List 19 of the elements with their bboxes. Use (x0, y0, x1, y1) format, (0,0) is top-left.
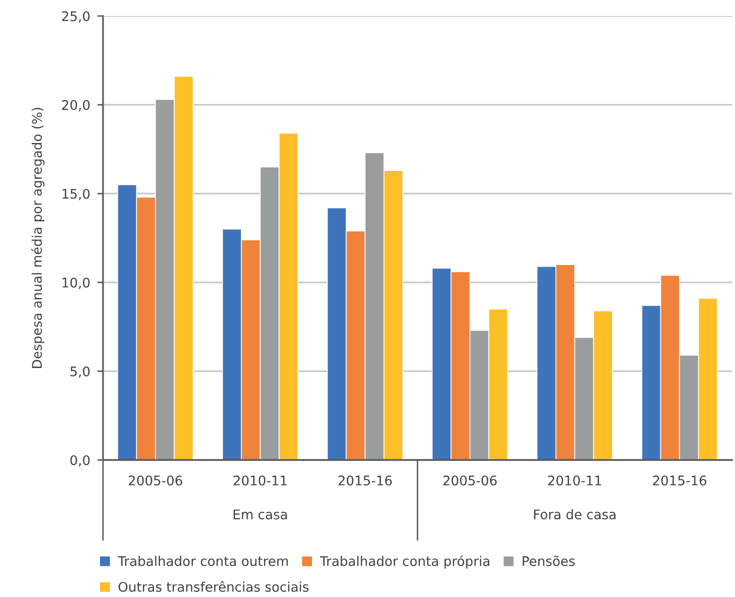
y-tick-label: 25,0 (62, 11, 90, 23)
x-tick-label: 2015-16 (652, 476, 706, 486)
y-axis-title: Despesa anual média por agregado (%) (31, 108, 44, 368)
x-tick-label: 2005-06 (128, 476, 182, 486)
legend-label: Pensões (522, 556, 575, 566)
y-tick-label: 20,0 (62, 100, 90, 112)
legend-label: Outras transferências sociais (118, 581, 309, 592)
x-tick-label: 2015-16 (338, 476, 392, 486)
legend-label: Trabalhador conta outrem (118, 556, 288, 566)
x-tick-label: 2005-06 (443, 476, 497, 486)
text: Fora de casa (534, 509, 616, 520)
text: Em casa (234, 510, 287, 520)
y-tick-label: 0,0 (70, 455, 90, 467)
legend-label: Trabalhador conta própria (320, 555, 490, 569)
x-tick-label: 2010-11 (548, 476, 602, 486)
y-tick-label: 15,0 (62, 188, 90, 200)
x-tick-label: 2010-11 (234, 476, 287, 486)
y-tick-label: 5,0 (70, 366, 90, 378)
y-tick-label: 10,0 (62, 278, 90, 289)
